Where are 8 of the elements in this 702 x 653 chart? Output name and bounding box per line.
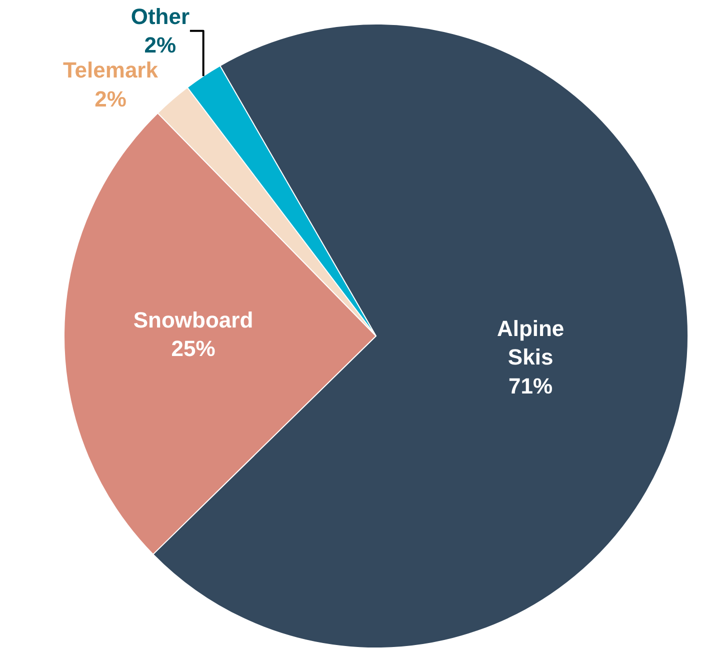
slice-label: Alpine Skis [496, 316, 564, 370]
slice-label: Other [130, 4, 190, 30]
data-label: 2% [144, 32, 176, 58]
slice-label: Snowboard [133, 307, 254, 332]
data-label: 71% [508, 373, 553, 398]
data-label: 25% [171, 336, 216, 361]
slice-label: Telemark [62, 58, 159, 83]
data-label: 2% [94, 86, 126, 112]
